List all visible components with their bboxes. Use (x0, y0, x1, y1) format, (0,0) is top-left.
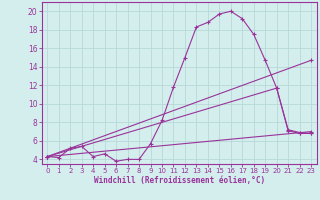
X-axis label: Windchill (Refroidissement éolien,°C): Windchill (Refroidissement éolien,°C) (94, 176, 265, 185)
